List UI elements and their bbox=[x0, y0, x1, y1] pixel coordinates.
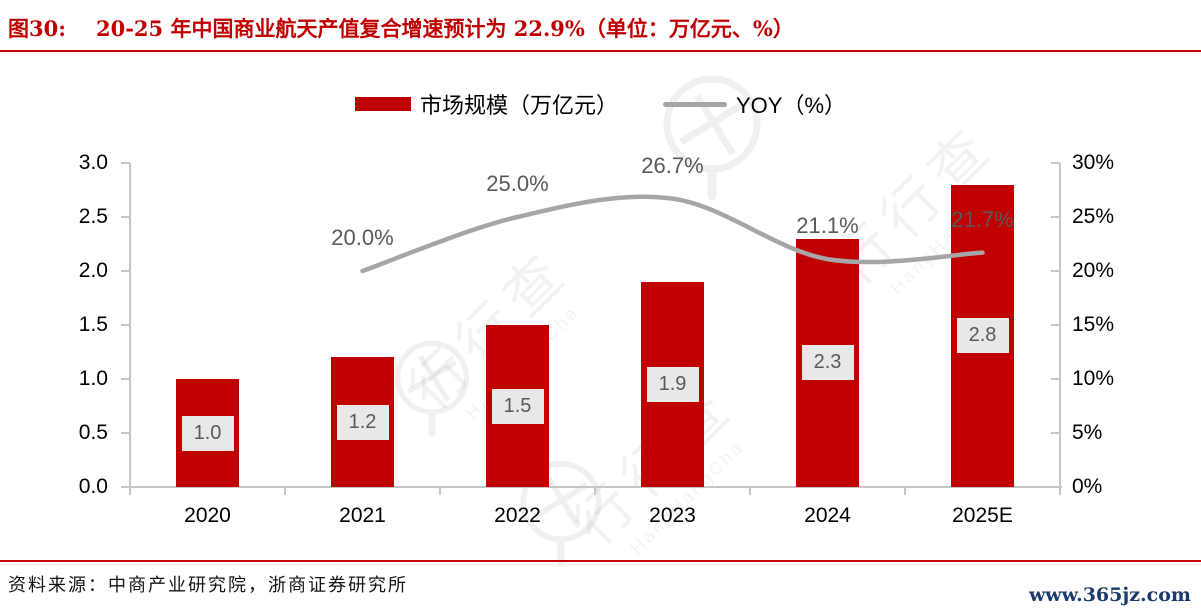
x-axis-tick bbox=[594, 487, 596, 495]
legend-item-yoy: YOY（%） bbox=[662, 88, 847, 120]
left-axis-tick bbox=[121, 486, 130, 488]
left-axis-tick bbox=[121, 270, 130, 272]
title-divider bbox=[0, 50, 1201, 52]
bar-value-label-2023: 1.9 bbox=[646, 366, 699, 402]
footer-divider bbox=[0, 560, 1201, 562]
site-link[interactable]: www.365jz.com bbox=[1028, 584, 1191, 606]
yoy-label-2023: 26.7% bbox=[641, 152, 704, 178]
x-axis-label-2024: 2024 bbox=[804, 504, 851, 527]
x-axis-tick bbox=[1059, 487, 1061, 495]
right-axis-tick-label: 10% bbox=[1072, 367, 1115, 390]
x-axis-tick bbox=[284, 487, 286, 495]
left-axis-tick bbox=[121, 324, 130, 326]
left-axis-tick-label: 1.0 bbox=[78, 367, 108, 390]
x-axis-tick bbox=[129, 487, 131, 495]
x-axis-tick bbox=[904, 487, 906, 495]
x-axis-label-2022: 2022 bbox=[494, 504, 541, 527]
left-axis-tick bbox=[121, 216, 130, 218]
yoy-label-2021: 20.0% bbox=[331, 225, 394, 250]
x-axis-label-2021: 2021 bbox=[339, 504, 386, 527]
right-axis-tick-label: 30% bbox=[1072, 151, 1115, 174]
right-axis-tick-label: 0% bbox=[1072, 475, 1103, 498]
right-axis-tick bbox=[1051, 162, 1060, 164]
left-axis-tick bbox=[121, 378, 130, 380]
bar-value-label-2024: 2.3 bbox=[801, 345, 854, 381]
x-axis-tick bbox=[749, 487, 751, 495]
legend-bar-swatch bbox=[354, 97, 411, 111]
yoy-label-2024: 21.1% bbox=[796, 213, 859, 239]
left-axis-line bbox=[129, 163, 131, 488]
right-axis-tick-label: 20% bbox=[1072, 259, 1115, 282]
right-axis-tick bbox=[1051, 486, 1060, 488]
right-axis-tick-label: 15% bbox=[1072, 313, 1115, 336]
left-axis-tick bbox=[121, 162, 130, 164]
right-axis-line bbox=[1059, 163, 1061, 488]
legend-item-market-size: 市场规模（万亿元） bbox=[354, 88, 618, 120]
left-axis-tick-label: 0.5 bbox=[78, 421, 108, 444]
x-axis-label-2020: 2020 bbox=[184, 504, 231, 527]
chart-legend: 市场规模（万亿元） YOY（%） bbox=[0, 88, 1201, 120]
left-axis-tick-label: 1.5 bbox=[78, 313, 108, 336]
left-axis-tick bbox=[121, 432, 130, 434]
legend-line-swatch bbox=[662, 101, 727, 107]
right-axis-tick bbox=[1051, 270, 1060, 272]
bar-value-label-2025E: 2.8 bbox=[956, 318, 1009, 354]
bar-value-label-2021: 1.2 bbox=[336, 404, 389, 440]
x-axis-label-2023: 2023 bbox=[649, 504, 696, 527]
yoy-label-2022: 25.0% bbox=[486, 171, 549, 196]
chart-title: 图30: 20-25 年中国商业航天产值复合增速预计为 22.9%（单位：万亿元、… bbox=[8, 13, 794, 43]
legend-bar-label: 市场规模（万亿元） bbox=[419, 93, 618, 118]
figure-number: 图30: bbox=[8, 16, 66, 41]
right-axis-tick bbox=[1051, 378, 1060, 380]
left-axis-tick-label: 2.5 bbox=[78, 205, 108, 228]
x-axis-tick bbox=[439, 487, 441, 495]
left-axis-tick-label: 2.0 bbox=[78, 259, 108, 282]
right-axis-tick bbox=[1051, 324, 1060, 326]
x-axis-label-2025E: 2025E bbox=[952, 504, 1013, 527]
yoy-label-2025E: 21.7% bbox=[951, 206, 1014, 232]
left-axis-tick-label: 3.0 bbox=[78, 151, 108, 174]
bar-value-label-2022: 1.5 bbox=[491, 388, 544, 424]
source-note: 资料来源：中商产业研究院，浙商证券研究所 bbox=[8, 575, 408, 596]
chart-title-text: 20-25 年中国商业航天产值复合增速预计为 22.9%（单位：万亿元、%） bbox=[95, 16, 794, 41]
right-axis-tick-label: 5% bbox=[1072, 421, 1103, 444]
left-axis-tick-label: 0.0 bbox=[78, 475, 108, 498]
right-axis-tick bbox=[1051, 432, 1060, 434]
legend-line-label: YOY（%） bbox=[735, 93, 847, 118]
bar-value-label-2020: 1.0 bbox=[181, 415, 234, 451]
right-axis-tick-label: 25% bbox=[1072, 205, 1115, 228]
right-axis-tick bbox=[1051, 216, 1060, 218]
